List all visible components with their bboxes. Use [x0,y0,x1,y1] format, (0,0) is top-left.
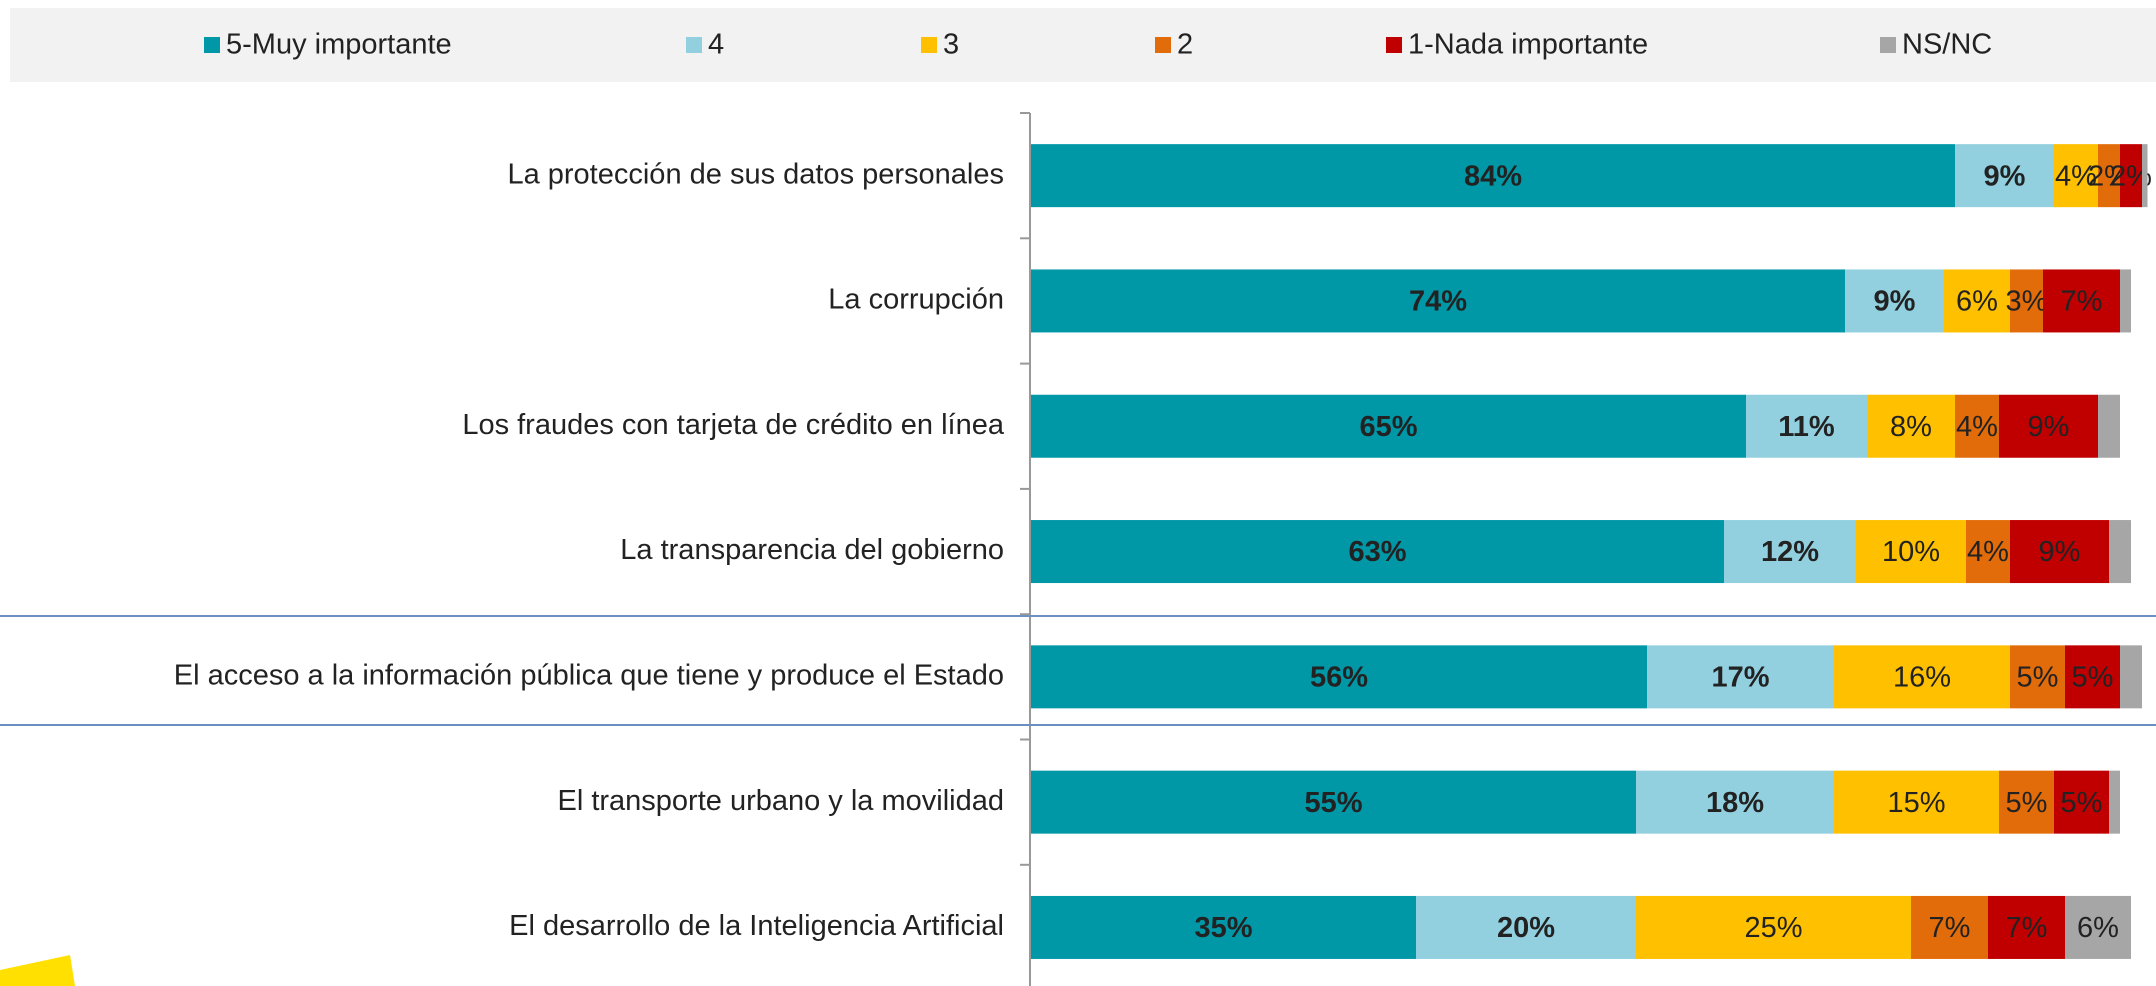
data-label: 8% [1890,411,1932,443]
bar-segment [2065,895,2131,959]
bar-segment [1955,394,1999,458]
bar-segment [1416,895,1636,959]
bar-segment [2065,645,2120,709]
data-label: 35% [1194,912,1252,944]
data-label: 65% [1359,411,1417,443]
category-label: El acceso a la información pública que t… [174,660,1004,692]
data-label: 3% [2006,286,2048,318]
bar-segment [1636,770,1834,834]
data-label: 9% [1874,286,1916,318]
data-label: 6% [2077,912,2119,944]
bar-segment [2120,144,2142,208]
bar-segment [1944,269,2010,333]
bar-segment [1834,770,1999,834]
bar-segment [1724,520,1856,584]
bar-segment [2010,269,2043,333]
bar-segment [1031,770,1636,834]
data-label: 56% [1310,662,1368,694]
bar-segment [2054,144,2098,208]
bar-segment [1636,895,1911,959]
bar-segment [2098,394,2120,458]
legend-swatch [921,37,937,53]
legend-label: 2 [1177,29,1193,61]
bar-segment [2120,269,2131,333]
legend-swatch [1880,37,1896,53]
data-label: 55% [1304,787,1362,819]
data-label: 7% [1929,912,1971,944]
bar-segment [2098,144,2120,208]
data-label: 18% [1706,787,1764,819]
bar-segment [1845,269,1944,333]
data-label: 4% [2055,160,2097,192]
data-label: 10% [1882,536,1940,568]
bar-segment [1856,520,1966,584]
legend-label: NS/NC [1902,29,1992,61]
legend-label: 5-Muy importante [226,29,452,61]
data-label: 11% [1778,411,1835,443]
data-label: 4% [1967,536,2009,568]
data-label: 20% [1497,912,1555,944]
data-label: 9% [2039,536,2081,568]
bar-segment [1867,394,1955,458]
bar-segment [1031,394,1746,458]
bar-segment [2043,269,2120,333]
bar-segment [1031,895,1416,959]
data-label: 12% [1761,536,1819,568]
bar-segment [2109,520,2131,584]
category-label: La corrupción [828,284,1004,316]
bar-segment [1999,394,2098,458]
bar-segment [2054,770,2109,834]
data-label: 5% [2061,787,2103,819]
bar-segment [2109,770,2120,834]
data-label: 9% [1984,160,2026,192]
bar-segment [1999,770,2054,834]
data-label: 4% [1956,411,1998,443]
legend-swatch [204,37,220,53]
bar-segment [1955,144,2054,208]
data-label: 74% [1409,286,1467,318]
legend-label: 4 [708,29,724,61]
bar-segment [2010,645,2065,709]
bar-segment [1031,645,1647,709]
bar-segment [2010,520,2109,584]
data-label: 7% [2006,912,2048,944]
decoration [0,955,75,986]
legend-background [10,8,2156,82]
category-label: El transporte urbano y la movilidad [557,785,1004,817]
legend-swatch [1386,37,1402,53]
legend-swatch [686,37,702,53]
category-label: Los fraudes con tarjeta de crédito en lí… [462,409,1005,441]
bar-segment [1966,520,2010,584]
bar-segment [1911,895,1988,959]
bar-segment [1031,269,1845,333]
bar-segment [2120,645,2142,709]
data-label: 5% [2072,662,2114,694]
legend-swatch [1155,37,1171,53]
data-label: 7% [2061,286,2103,318]
data-label: 5% [2006,787,2048,819]
bar-segment [2142,144,2148,208]
data-label: 84% [1464,160,1522,192]
data-label: 25% [1744,912,1802,944]
data-label: 5% [2017,662,2059,694]
category-label: La protección de sus datos personales [507,158,1004,190]
bar-segment [1746,394,1867,458]
bar-segment [1988,895,2065,959]
category-label: El desarrollo de la Inteligencia Artific… [509,910,1004,942]
data-label: 15% [1887,787,1945,819]
data-label: 9% [2028,411,2070,443]
bar-segment [1647,645,1834,709]
legend-label: 1-Nada importante [1408,29,1648,61]
bar-segment [1834,645,2010,709]
data-label: 16% [1893,662,1951,694]
bar-segment [1031,520,1724,584]
data-label: 6% [1956,286,1998,318]
data-label: 63% [1348,536,1406,568]
legend-label: 3 [943,29,959,61]
category-label: La transparencia del gobierno [620,534,1004,566]
bar-segment [1031,144,1955,208]
data-label: 17% [1711,662,1769,694]
